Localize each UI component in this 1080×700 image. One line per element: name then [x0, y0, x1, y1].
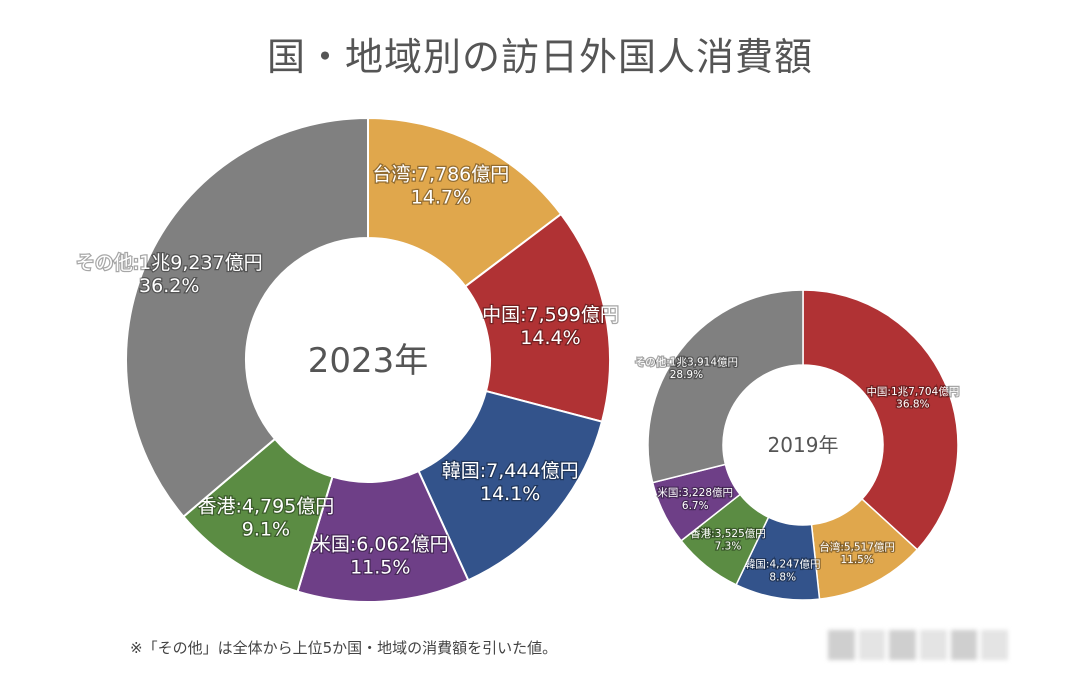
footnote: ※「その他」は全体から上位5か国・地域の消費額を引いた値。: [130, 639, 558, 657]
slice-label-amount: 韓国:7,444億円: [442, 460, 579, 482]
slice-中国: [463, 212, 611, 423]
slice-その他: [647, 289, 804, 484]
chart-title: 国・地域別の訪日外国人消費額: [266, 35, 813, 79]
donut-center-label: 2019年: [768, 433, 839, 457]
slice-label-amount: 中国:7,599億円: [482, 304, 619, 326]
slice-label-amount: 米国:3,228億円: [657, 486, 733, 499]
slice-label-percent: 14.4%: [520, 327, 580, 349]
slice-label-amount: 台湾:7,786億円: [372, 164, 509, 186]
slice-label-percent: 36.2%: [139, 275, 199, 297]
slice-label-percent: 28.9%: [670, 369, 703, 381]
slice-label-amount: その他:1兆3,914億円: [635, 356, 738, 369]
slice-label-amount: 香港:3,525億円: [690, 527, 766, 540]
slice-label-percent: 36.8%: [896, 399, 929, 411]
slice-label-percent: 14.7%: [411, 186, 471, 208]
slice-label-percent: 14.1%: [480, 483, 540, 505]
slice-label-amount: 韓国:4,247億円: [745, 558, 821, 571]
slice-label-percent: 8.8%: [769, 571, 796, 583]
slice-label-amount: 香港:4,795億円: [197, 496, 334, 518]
slice-label-amount: 台湾:5,517億円: [819, 541, 895, 554]
slice-label-amount: 米国:6,062億円: [312, 534, 449, 556]
donut-center-label: 2023年: [308, 341, 429, 381]
slice-台湾: [367, 116, 563, 288]
slice-韓国: [417, 389, 604, 582]
slice-label-amount: その他:1兆9,237億円: [76, 252, 263, 274]
slice-label-percent: 6.7%: [682, 500, 709, 512]
slice-label-amount: 中国:1兆7,704億円: [866, 385, 959, 398]
slice-label-percent: 9.1%: [242, 518, 290, 540]
slice-label-percent: 7.3%: [715, 541, 742, 553]
slice-中国: [802, 289, 959, 551]
slice-label-percent: 11.5%: [350, 557, 410, 579]
blurred-watermark: [828, 630, 1009, 660]
slice-その他: [125, 116, 369, 518]
slice-label-percent: 11.5%: [840, 554, 873, 566]
